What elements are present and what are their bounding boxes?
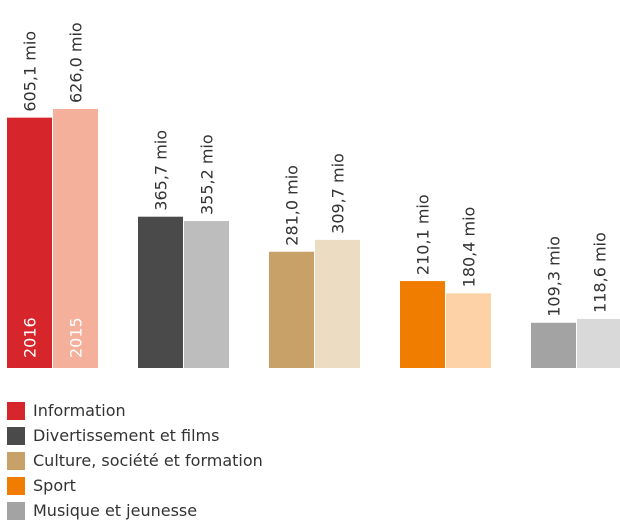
legend-swatch — [7, 401, 25, 420]
chart-legend: Information Divertissement et films Cultur… — [7, 398, 263, 523]
bar-2015-1 — [53, 109, 98, 368]
legend-swatch — [7, 451, 25, 470]
value-label-2015-3: 309,7 mio — [329, 153, 348, 234]
year-label-2015: 2015 — [67, 317, 86, 358]
value-label-2016-5: 109,3 mio — [545, 236, 564, 317]
legend-item: Culture, société et formation — [7, 448, 263, 473]
year-label-2016: 2016 — [21, 317, 40, 358]
legend-label: Culture, société et formation — [33, 451, 263, 470]
legend-swatch — [7, 476, 25, 495]
value-label-2016-4: 210,1 mio — [414, 194, 433, 275]
bar-2015-2 — [184, 221, 229, 368]
legend-item: Sport — [7, 473, 263, 498]
legend-swatch — [7, 501, 25, 520]
value-label-2015-2: 355,2 mio — [198, 134, 217, 215]
legend-label: Information — [33, 401, 126, 420]
legend-label: Sport — [33, 476, 76, 495]
bar-2016-1 — [7, 117, 52, 368]
bar-chart: 605,1 mio 2016 626,0 mio 2015 365,7 mio 355,2… — [7, 22, 620, 368]
legend-label: Musique et jeunesse — [33, 501, 198, 520]
bar-2016-3 — [269, 251, 314, 368]
value-label-2016-1: 605,1 mio — [21, 31, 40, 112]
bar-2016-2 — [138, 216, 183, 368]
legend-label: Divertissement et films — [33, 426, 220, 445]
value-label-2016-2: 365,7 mio — [152, 130, 171, 211]
bar-2015-5 — [577, 318, 620, 368]
value-label-2015-1: 626,0 mio — [67, 22, 86, 103]
bar-2015-3 — [315, 239, 360, 368]
bar-2016-5 — [531, 322, 576, 368]
legend-item: Information — [7, 398, 263, 423]
legend-swatch — [7, 426, 25, 445]
bar-2015-4 — [446, 293, 491, 368]
value-label-2015-4: 180,4 mio — [460, 207, 479, 288]
value-label-2015-5: 118,6 mio — [591, 232, 610, 313]
legend-item: Musique et jeunesse — [7, 498, 263, 523]
bar-2016-4 — [400, 281, 445, 368]
legend-item: Divertissement et films — [7, 423, 263, 448]
value-label-2016-3: 281,0 mio — [283, 165, 302, 246]
